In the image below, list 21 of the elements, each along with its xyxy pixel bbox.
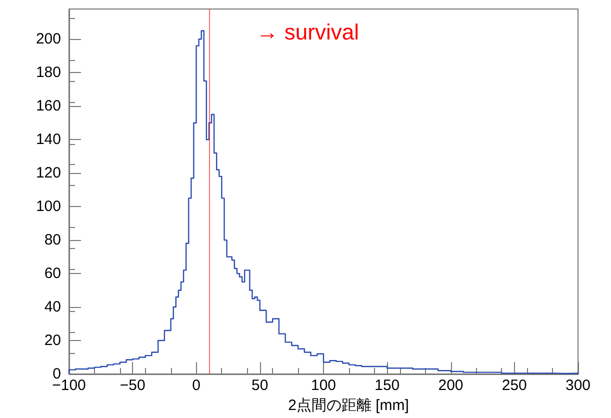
ref-line-label: → survival xyxy=(256,20,359,44)
x-tick-label: 150 xyxy=(374,377,400,394)
y-tick-label: 200 xyxy=(36,30,61,48)
y-tick-label: 100 xyxy=(36,198,61,216)
y-tick-label: 60 xyxy=(44,265,61,282)
x-tick-label: 50 xyxy=(252,377,268,394)
x-tick-label: 250 xyxy=(502,377,527,394)
y-tick-label: 20 xyxy=(44,332,61,350)
x-tick-label: 100 xyxy=(310,377,336,394)
x-tick-label: 0 xyxy=(192,377,200,394)
y-tick-label: 40 xyxy=(44,298,61,316)
y-tick-label: 180 xyxy=(36,64,61,82)
x-tick-label: 200 xyxy=(438,377,464,394)
y-tick-label: 80 xyxy=(44,232,61,249)
y-tick-label: 120 xyxy=(36,164,61,182)
x-axis-title: 2点間の距離 [mm] xyxy=(288,397,409,414)
y-tick-label: 0 xyxy=(52,366,61,382)
y-tick-label: 160 xyxy=(36,98,61,115)
x-tick-label: −50 xyxy=(120,377,146,394)
y-tick-label: 140 xyxy=(36,131,61,148)
x-tick-label: 300 xyxy=(565,377,591,394)
